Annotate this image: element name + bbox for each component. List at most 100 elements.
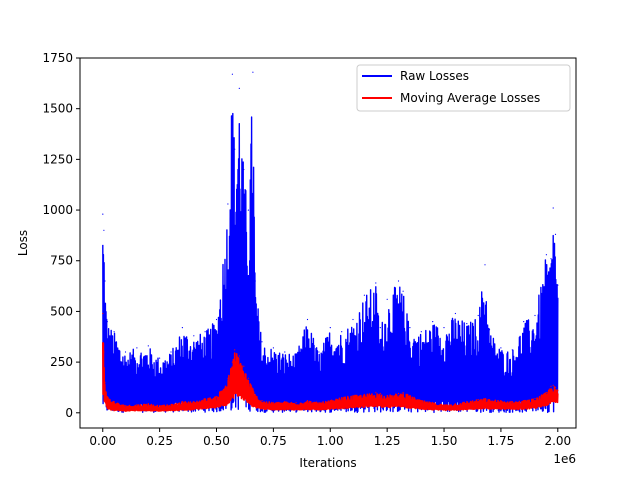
data-point [103, 351, 105, 353]
data-point [147, 345, 149, 347]
x-tick-label: 1.25 [374, 434, 401, 448]
data-point [204, 398, 206, 400]
x-axis-offset-label: 1e6 [553, 452, 576, 466]
data-point [329, 400, 331, 402]
data-point [552, 384, 554, 386]
x-tick-label: 0.25 [146, 434, 173, 448]
data-point [379, 327, 381, 329]
y-tick-label: 0 [65, 406, 73, 420]
data-point [375, 391, 377, 394]
data-point [234, 349, 236, 351]
legend-box [356, 64, 571, 112]
x-tick-label: 0.75 [260, 434, 287, 448]
data-point [170, 404, 172, 406]
data-point [420, 331, 422, 333]
data-point [102, 213, 104, 215]
data-point [193, 401, 195, 403]
data-point [318, 402, 320, 404]
data-point [363, 393, 365, 396]
data-point [329, 327, 331, 329]
data-point [379, 392, 381, 395]
data-point [113, 331, 115, 333]
data-point [106, 321, 108, 323]
y-tick-label: 1000 [42, 203, 73, 217]
data-point [534, 398, 536, 400]
data-point [295, 402, 297, 404]
data-point [484, 264, 486, 266]
data-point [397, 280, 400, 282]
data-point [181, 327, 183, 329]
x-tick-label: 1.75 [488, 434, 515, 448]
data-point [550, 385, 552, 387]
data-point [215, 396, 218, 398]
data-point [261, 341, 263, 343]
data-point [523, 400, 525, 402]
data-point [511, 401, 513, 403]
data-point [488, 329, 491, 331]
data-point [106, 396, 108, 398]
series-line-moving-average-losses [102, 342, 559, 412]
data-point [284, 401, 286, 403]
data-point [147, 403, 149, 405]
data-point [466, 323, 468, 325]
x-axis-label: Iterations [299, 456, 356, 470]
data-point [238, 87, 240, 89]
data-point [554, 386, 557, 389]
series-line-raw-losses [102, 112, 559, 414]
data-point [386, 395, 388, 397]
data-point [432, 402, 434, 404]
data-point [511, 349, 513, 351]
data-point [272, 402, 274, 404]
data-point [159, 357, 161, 359]
y-tick-label: 500 [50, 304, 73, 318]
data-point [234, 148, 236, 150]
y-axis: 0 250 500 750 1000 1250 1500 1750 [42, 51, 80, 420]
legend-label-moving-average-losses: Moving Average Losses [400, 91, 540, 105]
data-point [243, 365, 245, 367]
data-point [454, 403, 456, 405]
data-point [159, 405, 161, 407]
x-tick-label: 1.50 [431, 434, 458, 448]
y-tick-label: 750 [50, 254, 73, 268]
data-point [170, 351, 172, 353]
data-point [454, 312, 456, 315]
y-tick-label: 1250 [42, 152, 73, 166]
data-point [254, 393, 256, 396]
data-point [550, 258, 552, 260]
x-tick-label: 0.50 [203, 434, 230, 448]
data-point [409, 395, 411, 397]
data-point [104, 280, 106, 282]
data-point [231, 361, 233, 363]
data-point [181, 401, 183, 403]
data-point [341, 397, 343, 399]
data-point [500, 400, 502, 402]
data-point [484, 398, 486, 400]
data-point [466, 401, 468, 403]
data-point [113, 401, 115, 403]
data-point [252, 387, 254, 390]
data-point [363, 294, 365, 296]
data-point [488, 399, 491, 401]
data-point [534, 314, 536, 317]
data-point [227, 203, 229, 205]
data-point [443, 327, 445, 329]
data-point [352, 395, 354, 397]
data-point [402, 290, 404, 292]
data-point [409, 327, 411, 329]
data-point [103, 229, 105, 231]
data-point [247, 209, 249, 211]
data-point [284, 351, 286, 353]
data-point [352, 318, 354, 321]
data-point [306, 318, 309, 321]
data-point [375, 282, 377, 284]
data-point [523, 321, 525, 323]
y-axis-label: Loss [16, 230, 30, 256]
data-point [124, 351, 127, 353]
data-point [306, 400, 309, 402]
data-point [104, 381, 106, 383]
data-point [420, 400, 422, 402]
data-point [136, 347, 138, 349]
y-tick-label: 1750 [42, 51, 73, 65]
data-point [272, 347, 274, 349]
